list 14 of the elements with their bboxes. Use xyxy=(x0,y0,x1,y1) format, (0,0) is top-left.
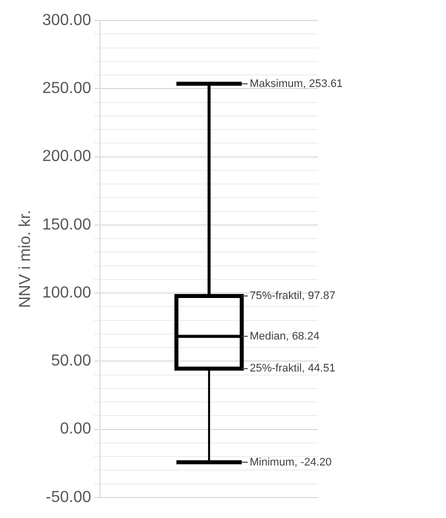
y-tick-label: 300.00 xyxy=(42,12,92,30)
y-tick-label: -50.00 xyxy=(46,488,92,506)
y-tick-label: 50.00 xyxy=(51,352,92,370)
y-tick-label: 150.00 xyxy=(42,216,92,234)
y-tick-label: 100.00 xyxy=(42,284,92,302)
annotation: 25%-fraktil, 44.51 xyxy=(250,362,336,375)
y-tick-label: 200.00 xyxy=(42,148,92,166)
annotation: Median, 68.24 xyxy=(250,330,320,342)
annotation: Minimum, -24.20 xyxy=(250,456,332,468)
annotation: Maksimum, 253.61 xyxy=(250,78,343,90)
annotation: 75%-fraktil, 97.87 xyxy=(250,290,336,302)
y-tick-label: 250.00 xyxy=(42,80,92,98)
y-axis-title: NNV i mio. kr. xyxy=(17,210,34,308)
y-tick-label: 0.00 xyxy=(60,420,92,438)
